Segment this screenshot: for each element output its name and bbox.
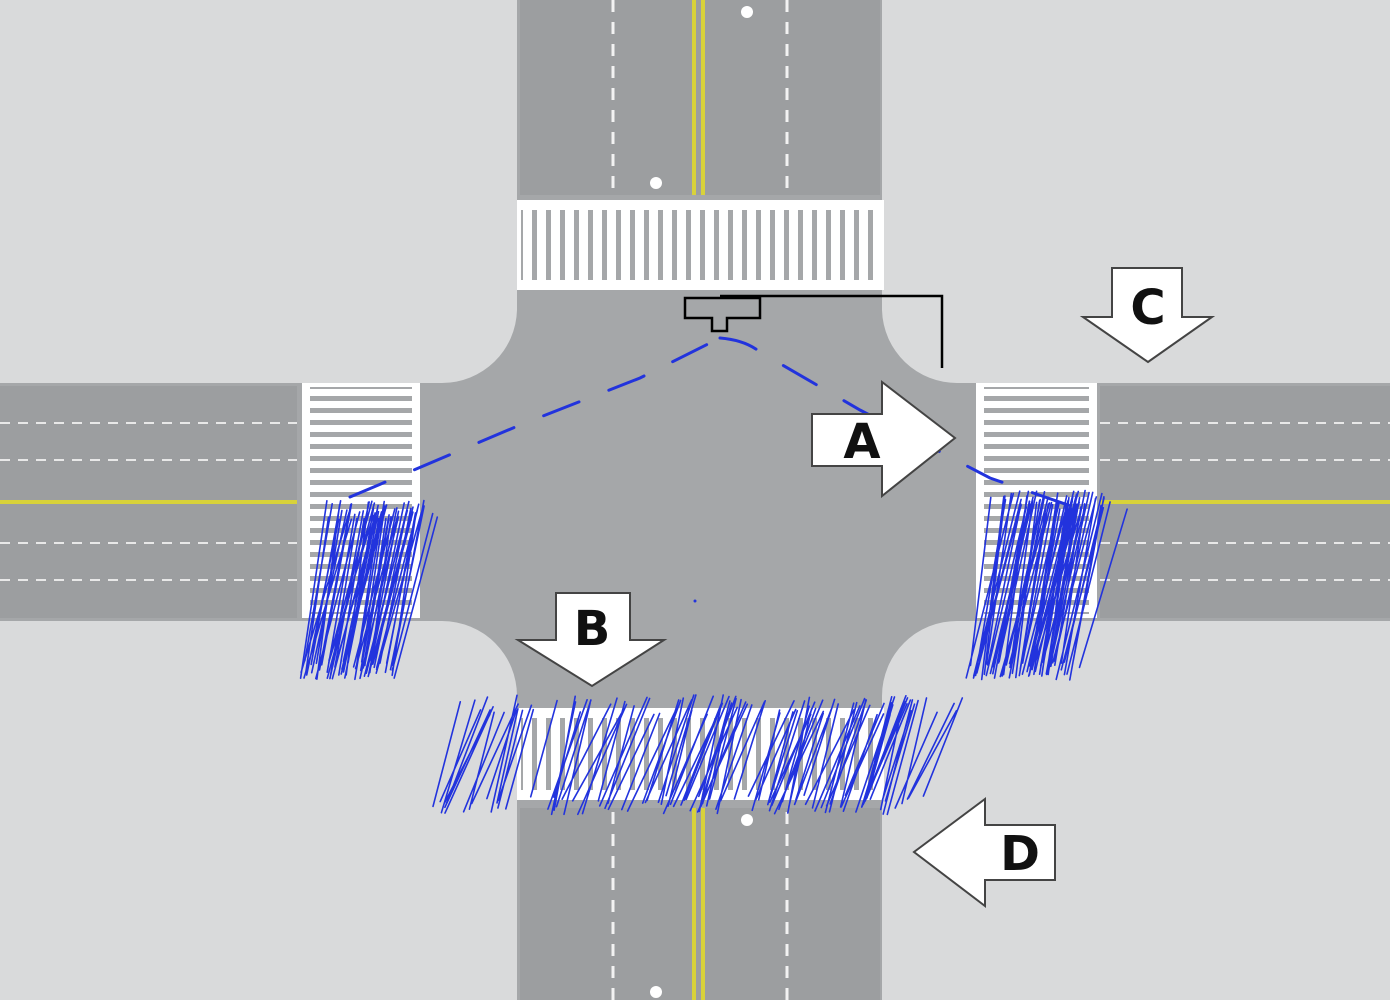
crosswalk-stripe [310, 413, 412, 420]
crosswalk-stripe [859, 208, 868, 282]
crosswalk-stripe [984, 593, 1089, 600]
crosswalk-stripe [831, 208, 840, 282]
crosswalk-stripe [761, 716, 770, 792]
blue-hatch-stroke [299, 499, 439, 681]
west-approach [0, 386, 297, 618]
crosswalk-stripe [310, 509, 412, 516]
crosswalk-stripe [873, 208, 882, 282]
east-approach [1100, 386, 1390, 618]
curb-corners [430, 295, 970, 710]
crosswalk-stripe [705, 208, 714, 282]
crosswalk-stripe [551, 208, 560, 282]
crosswalk-stripe [984, 581, 1089, 588]
crosswalk-stripe [635, 208, 644, 282]
crosswalk-stripe [831, 716, 840, 792]
crosswalk-stripe [565, 716, 574, 792]
crosswalk-stripe [984, 461, 1089, 468]
crosswalk-stripe [649, 208, 658, 282]
crosswalk-stripe [733, 716, 742, 792]
crosswalk-stripe [984, 485, 1089, 492]
crosswalk-stripe [984, 401, 1089, 408]
crosswalk-stripe [649, 716, 658, 792]
crosswalk-stripe [984, 413, 1089, 420]
crosswalk-stripe [621, 716, 630, 792]
crosswalk-stripe [310, 545, 412, 552]
crosswalk-stripe [789, 208, 798, 282]
crosswalk-stripe [817, 208, 826, 282]
crosswalk-stripe [984, 473, 1089, 480]
crosswalk-stripe [733, 208, 742, 282]
crosswalk-stripe [817, 716, 826, 792]
crosswalk-stripe [984, 509, 1089, 516]
crosswalk-stripe [310, 605, 412, 612]
crosswalk-stripe [719, 208, 728, 282]
crosswalk-stripe [747, 716, 756, 792]
crosswalk-stripe [984, 425, 1089, 432]
crosswalk-gap [521, 210, 880, 280]
crosswalk-stripe [551, 716, 560, 792]
crosswalk-stripe [635, 716, 644, 792]
crosswalk-stripe [705, 716, 714, 792]
crosswalk-stripe [607, 208, 616, 282]
blue-hatch-stroke [432, 694, 964, 816]
crosswalk-stripe [984, 389, 1089, 396]
crosswalk-stripe [523, 208, 532, 282]
blue-hatch-annotations [299, 489, 1128, 816]
crosswalk-stripe [663, 208, 672, 282]
crosswalk-stripe [691, 208, 700, 282]
crosswalk-stripe [310, 437, 412, 444]
arrow-a: A [811, 379, 957, 499]
crosswalk-stripe [593, 208, 602, 282]
crosswalk-stripe [775, 716, 784, 792]
arrow-d-label: D [1000, 826, 1040, 882]
arrow-b: B [514, 592, 668, 688]
crosswalk-stripe [523, 716, 532, 792]
black-bracket-annotation [683, 294, 944, 368]
crosswalk-stripe [984, 605, 1089, 612]
crosswalk-stripe [310, 473, 412, 480]
crosswalk-stripe [310, 461, 412, 468]
crosswalk-stripe [310, 497, 412, 504]
crosswalk-north [517, 200, 884, 290]
arrow-c-label: C [1130, 280, 1165, 336]
crosswalk-stripe [565, 208, 574, 282]
crosswalk-stripe [984, 437, 1089, 444]
arrow-c: C [1079, 267, 1216, 364]
crosswalk-stripe [593, 716, 602, 792]
blue-dashed-sight-lines [348, 336, 1099, 517]
blue-hatch-stroke [965, 489, 1128, 681]
crosswalk-stripe [803, 208, 812, 282]
south-approach [520, 808, 880, 1000]
crosswalk-stripe [579, 208, 588, 282]
stray-dot [693, 599, 697, 603]
arrow-b-label: B [574, 601, 611, 657]
crosswalk-stripe [845, 208, 854, 282]
crosswalk-stripe [310, 389, 412, 396]
crosswalk-stripe [775, 208, 784, 282]
crosswalk-stripe [310, 401, 412, 408]
crosswalk-stripe [803, 716, 812, 792]
crosswalk-stripe [310, 425, 412, 432]
crosswalk-stripe [984, 497, 1089, 504]
crosswalk-stripe [310, 449, 412, 456]
crosswalk-stripe [691, 716, 700, 792]
crosswalk-stripe [579, 716, 588, 792]
arrow-a-label: A [843, 414, 880, 470]
north-approach [520, 0, 880, 195]
crosswalk-stripe [747, 208, 756, 282]
crosswalk-stripe [761, 208, 770, 282]
crosswalk-stripe [984, 449, 1089, 456]
arrow-d: D [912, 797, 1056, 909]
crosswalk-stripe [310, 485, 412, 492]
crosswalk-stripe [677, 208, 686, 282]
crosswalk-stripe [537, 208, 546, 282]
crosswalk-stripe [537, 716, 546, 792]
crosswalk-stripe [621, 208, 630, 282]
